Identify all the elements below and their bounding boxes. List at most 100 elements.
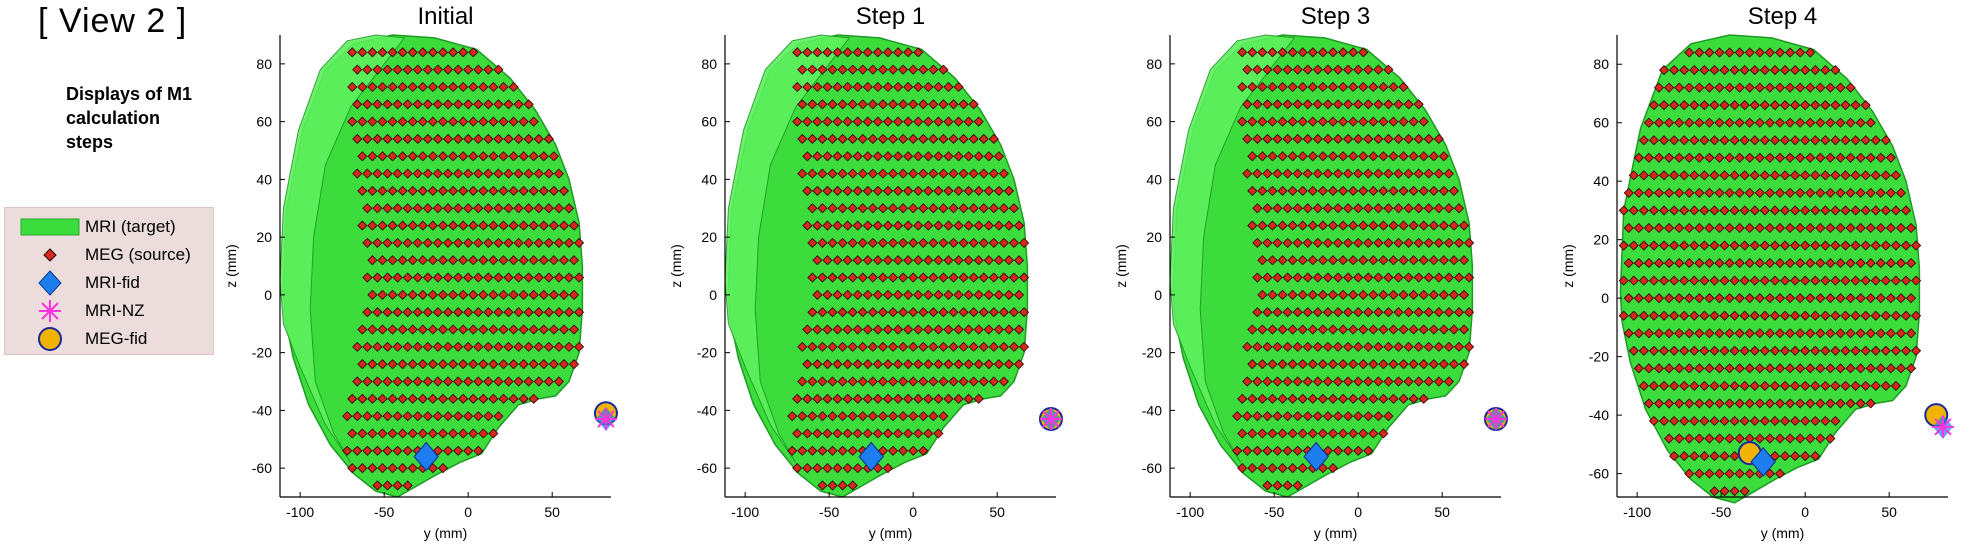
meg-point bbox=[842, 185, 853, 196]
meg-point bbox=[882, 220, 894, 231]
meg-point bbox=[1458, 255, 1470, 266]
meg-point bbox=[1272, 411, 1283, 422]
meg-point bbox=[442, 272, 454, 283]
meg-point bbox=[558, 289, 570, 300]
meg-point bbox=[983, 324, 994, 335]
meg-point bbox=[1658, 380, 1670, 391]
meg-point bbox=[953, 185, 964, 196]
meg-point bbox=[437, 81, 449, 93]
meg-point bbox=[1343, 445, 1354, 456]
meg-point bbox=[1840, 275, 1851, 286]
meg-point bbox=[493, 64, 504, 75]
meg-point bbox=[488, 428, 499, 439]
meg-point bbox=[887, 203, 899, 214]
meg-point bbox=[1327, 185, 1339, 196]
meg-point bbox=[1779, 275, 1791, 286]
meg-point bbox=[1307, 255, 1318, 266]
meg-point bbox=[1820, 380, 1831, 391]
meg-point bbox=[1724, 328, 1735, 339]
meg-point bbox=[382, 203, 393, 214]
meg-point bbox=[812, 393, 823, 404]
meg-point bbox=[1633, 222, 1644, 234]
meg-point bbox=[1684, 433, 1695, 444]
meg-point bbox=[943, 81, 954, 93]
meg-point bbox=[928, 307, 939, 318]
meg-point bbox=[882, 255, 894, 266]
meg-point bbox=[1689, 310, 1700, 321]
meg-point bbox=[377, 393, 388, 404]
meg-point bbox=[518, 359, 529, 370]
meg-point bbox=[1408, 393, 1419, 404]
meg-point bbox=[1769, 345, 1781, 356]
meg-point bbox=[412, 307, 423, 318]
meg-point bbox=[488, 255, 499, 266]
y-tick-label: -60 bbox=[1589, 466, 1609, 482]
meg-point bbox=[1348, 47, 1359, 58]
meg-point bbox=[1790, 205, 1801, 216]
legend-item-mri: MRI (target) bbox=[5, 213, 213, 241]
meg-point bbox=[1628, 345, 1639, 356]
meg-point bbox=[1749, 135, 1760, 146]
meg-point bbox=[1008, 341, 1020, 352]
meg-point bbox=[1724, 117, 1735, 128]
meg-point bbox=[1252, 376, 1263, 387]
meg-point bbox=[822, 151, 833, 162]
meg-point bbox=[1830, 65, 1841, 76]
meg-point bbox=[1779, 380, 1791, 391]
meg-point bbox=[933, 393, 944, 404]
meg-point bbox=[872, 324, 883, 335]
meg-point bbox=[1835, 117, 1846, 128]
meg-point bbox=[543, 237, 554, 248]
x-tick-label: -50 bbox=[1264, 504, 1284, 520]
meg-point bbox=[1257, 81, 1268, 93]
meg-point bbox=[1448, 220, 1460, 231]
meg-point bbox=[847, 237, 858, 248]
meg-point bbox=[397, 151, 408, 162]
meg-point bbox=[1734, 328, 1745, 339]
meg-point bbox=[1312, 272, 1323, 283]
y-tick-label: 0 bbox=[264, 287, 272, 303]
meg-point bbox=[1257, 116, 1268, 127]
meg-point bbox=[478, 220, 489, 231]
meg-point bbox=[807, 445, 818, 456]
meg-point bbox=[1830, 170, 1841, 181]
x-tick-label: -50 bbox=[1711, 504, 1731, 520]
meg-point bbox=[1815, 328, 1826, 339]
meg-point bbox=[1013, 359, 1025, 370]
meg-point bbox=[1870, 275, 1881, 286]
meg-point bbox=[837, 376, 848, 387]
meg-point bbox=[1835, 152, 1846, 163]
meg-point bbox=[1353, 203, 1364, 214]
meg-point bbox=[518, 289, 529, 300]
legend-item-mri-nz: MRI-NZ bbox=[5, 297, 213, 325]
meg-point bbox=[538, 255, 549, 266]
meg-point bbox=[1297, 151, 1308, 162]
meg-point bbox=[792, 428, 803, 439]
meg-point bbox=[1378, 393, 1389, 404]
meg-point bbox=[558, 359, 570, 370]
meg-point bbox=[887, 168, 899, 179]
meg-point bbox=[1312, 237, 1323, 248]
meg-point bbox=[877, 99, 889, 110]
meg-point bbox=[453, 272, 464, 283]
meg-point bbox=[908, 376, 919, 387]
meg-point bbox=[973, 255, 984, 266]
meg-point bbox=[1287, 220, 1298, 231]
meg-point bbox=[442, 99, 454, 110]
meg-point bbox=[1699, 205, 1710, 216]
meg-point bbox=[372, 376, 383, 387]
meg-point bbox=[1825, 222, 1836, 234]
meg-point bbox=[1257, 220, 1268, 231]
meg-point bbox=[387, 463, 398, 474]
meg-point bbox=[1830, 380, 1841, 391]
meg-point bbox=[1744, 82, 1755, 93]
meg-point bbox=[518, 116, 529, 127]
meg-point bbox=[1247, 81, 1258, 93]
meg-point bbox=[437, 220, 449, 231]
meg-point bbox=[802, 324, 813, 335]
meg-point bbox=[812, 428, 823, 439]
meg-point bbox=[1689, 240, 1700, 251]
meg-point bbox=[528, 359, 539, 370]
meg-point bbox=[963, 359, 974, 370]
meg-point bbox=[933, 81, 944, 93]
